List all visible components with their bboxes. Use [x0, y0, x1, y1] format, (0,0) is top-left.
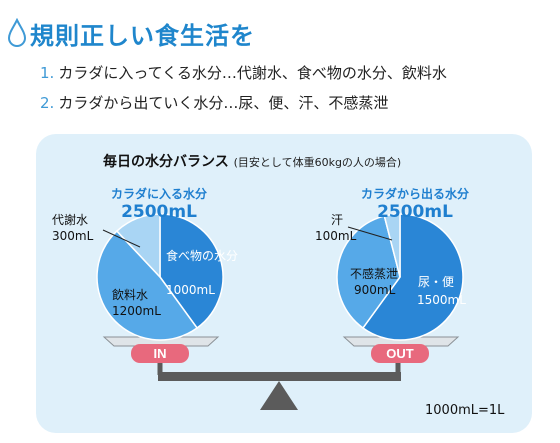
urine-feces-value: 1500mL [417, 293, 466, 307]
pie-slice-1 [336, 215, 401, 330]
metabolic-water-name: 代謝水 [52, 213, 89, 227]
in-pie-chart [96, 213, 224, 341]
insensible-loss-name: 不感蒸泄 [350, 267, 399, 281]
sweat-value: 100mL [315, 229, 357, 243]
scale-fulcrum [260, 381, 298, 410]
list-number: 2. [40, 94, 55, 112]
unit-note: 1000mL=1L [425, 403, 505, 418]
in-pan-badge [131, 344, 189, 363]
pie-slice-1 [96, 230, 199, 341]
scale-beam [158, 372, 401, 381]
list-item: 2. カラダから出ていく水分…尿、便、汗、不感蒸泄 [40, 92, 388, 113]
panel-title-text: 毎日の水分バランス [103, 154, 229, 170]
water-drop-icon [7, 18, 27, 47]
scale-stand [157, 352, 401, 410]
page-title: 規則正しい食生活を [30, 22, 255, 50]
out-pan-badge [371, 344, 429, 363]
pie-slice-0 [361, 213, 464, 341]
out-total: 2500mL [377, 202, 453, 222]
out-label: OUT [386, 346, 414, 361]
out-heading: カラダから出る水分 [360, 187, 469, 201]
in-total: 2500mL [121, 202, 197, 222]
out-pie-chart [336, 213, 464, 341]
drinking-water-name: 飲料水 [112, 288, 149, 302]
urine-feces-name: 尿・便 [418, 275, 455, 289]
list-text: カラダから出ていく水分…尿、便、汗、不感蒸泄 [58, 94, 389, 112]
list-number: 1. [40, 64, 55, 82]
food-water-name: 食べ物の水分 [166, 249, 239, 263]
metabolic-water-value: 300mL [52, 229, 94, 243]
insensible-loss-value: 900mL [354, 283, 396, 297]
metabolic-pointer-line [102, 229, 141, 248]
sweat-pointer-line [347, 226, 393, 241]
panel-subtitle: (目安として体重60kgの人の場合) [233, 156, 402, 169]
drinking-water-value: 1200mL [112, 304, 161, 318]
panel-title: 毎日の水分バランス (目安として体重60kgの人の場合) [103, 151, 401, 171]
food-water-value: 1000mL [166, 283, 215, 297]
list-item: 1. カラダに入ってくる水分…代謝水、食べ物の水分、飲料水 [40, 62, 447, 83]
pie-slice-2 [115, 213, 161, 279]
list-text: カラダに入ってくる水分…代謝水、食べ物の水分、飲料水 [58, 64, 447, 82]
in-label: IN [154, 346, 167, 361]
pie-slice-2 [383, 213, 401, 278]
in-heading: カラダに入る水分 [110, 187, 207, 201]
pie-slice-0 [159, 213, 224, 330]
sweat-name: 汗 [331, 213, 344, 227]
